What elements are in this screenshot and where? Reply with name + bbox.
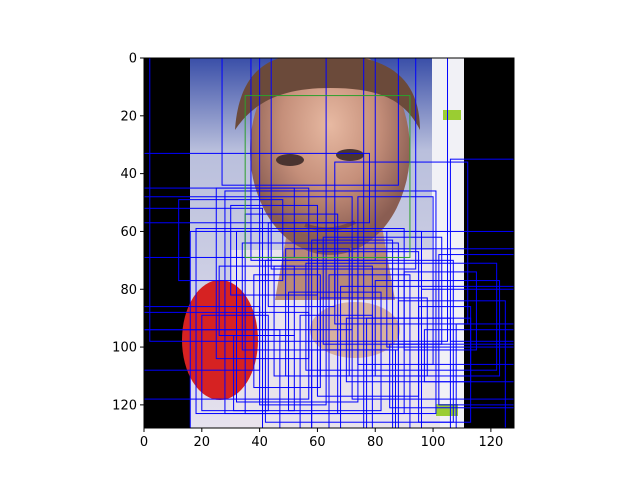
bounding-box-3 [221, 58, 399, 186]
photo-green-mark-bottom [436, 404, 458, 416]
bounding-box-25 [305, 262, 498, 371]
bounding-box-16 [215, 187, 310, 360]
bounding-box-42 [438, 254, 514, 406]
bounding-box-56 [418, 306, 472, 423]
x-tick-label: 60 [309, 435, 326, 450]
x-tick-label: 120 [478, 435, 503, 450]
bounding-box-30 [328, 274, 411, 428]
x-tick-label: 0 [140, 435, 148, 450]
photo-right-eye [336, 149, 364, 161]
bounding-box-41 [423, 329, 514, 383]
highlight-box-layer [244, 95, 411, 258]
bounding-boxes [144, 58, 514, 428]
bounding-box-55 [267, 222, 336, 308]
y-tick-label: 120 [112, 398, 137, 413]
bounding-box-53 [230, 204, 318, 296]
bounding-box-26 [311, 239, 394, 428]
photo-green-mark-top [443, 110, 461, 120]
bounding-box-49 [299, 314, 373, 428]
y-axis-ticks: 0 20 40 60 80 100 120 [112, 52, 144, 413]
x-tick-label: 100 [421, 435, 446, 450]
bounding-box-20 [244, 213, 339, 415]
bounding-box-47 [233, 335, 295, 412]
bounding-box-10 [144, 207, 264, 428]
y-tick-label: 40 [120, 167, 137, 182]
y-tick-label: 80 [120, 283, 137, 298]
bounding-box-52 [403, 271, 477, 351]
y-tick-label: 20 [120, 109, 137, 124]
bounding-box-7 [144, 152, 370, 224]
bounding-box-6 [270, 58, 417, 270]
x-tick-label: 80 [367, 435, 384, 450]
bounding-box-13 [144, 329, 281, 428]
bounding-box-50 [311, 349, 396, 428]
bounding-box-37 [374, 280, 501, 377]
bounding-box-2 [149, 58, 449, 342]
bounding-box-28 [319, 297, 428, 377]
photo-left-eye [276, 154, 304, 166]
axes-frame [143, 57, 515, 429]
bounding-box-36 [366, 317, 451, 428]
x-tick-label: 20 [194, 435, 211, 450]
highlight-box [244, 95, 411, 258]
y-tick-label: 0 [129, 52, 137, 67]
y-tick-label: 60 [120, 225, 137, 240]
photo-hair [235, 58, 420, 130]
bounding-box-43 [449, 158, 514, 342]
bounding-box-32 [340, 285, 514, 428]
y-tick-label: 100 [112, 341, 137, 356]
bounding-box-40 [421, 288, 514, 365]
x-axis-ticks: 0 20 40 60 80 100 120 [140, 428, 503, 450]
bounding-box-29 [322, 236, 443, 345]
x-tick-label: 40 [251, 435, 268, 450]
photo-red-glove [182, 280, 258, 400]
bounding-box-44 [455, 323, 514, 428]
bounding-box-51 [389, 343, 514, 409]
bounding-box-54 [178, 199, 284, 282]
